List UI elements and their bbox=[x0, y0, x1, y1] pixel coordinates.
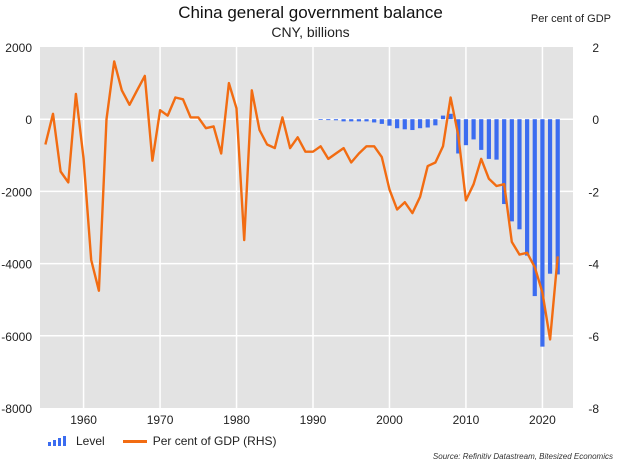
legend-label-level: Level bbox=[76, 434, 105, 448]
bar-level bbox=[387, 119, 392, 126]
bar-level bbox=[486, 119, 491, 159]
bar-level bbox=[417, 119, 423, 129]
bar-level bbox=[517, 119, 522, 230]
left-tick-label: -6000 bbox=[1, 330, 32, 344]
x-tick-label: 1980 bbox=[223, 413, 250, 427]
x-tick-label: 1970 bbox=[147, 413, 174, 427]
bar-level bbox=[402, 119, 407, 130]
bar-level bbox=[379, 119, 384, 124]
bar-level bbox=[341, 119, 346, 122]
bar-level bbox=[372, 119, 377, 123]
bar-level bbox=[463, 119, 469, 146]
source-note: Source: Refinitiv Datastream, Bitesized … bbox=[432, 452, 613, 461]
left-tick-label: -4000 bbox=[1, 258, 32, 272]
right-tick-label: -4 bbox=[588, 258, 599, 272]
line-percent-gdp bbox=[44, 60, 559, 341]
bar-level bbox=[532, 119, 537, 297]
bar-level bbox=[440, 115, 446, 120]
chart-subtitle: CNY, billions bbox=[271, 24, 350, 40]
legend-label-percent-gdp: Per cent of GDP (RHS) bbox=[152, 434, 277, 448]
left-tick-label: -2000 bbox=[1, 185, 32, 199]
bar-level bbox=[555, 119, 560, 275]
bar-level bbox=[509, 119, 514, 222]
legend: Level Per cent of GDP (RHS) bbox=[48, 434, 295, 448]
bar-level bbox=[425, 119, 430, 128]
bar-level bbox=[364, 119, 369, 122]
right-tick-label: 0 bbox=[592, 113, 599, 127]
left-tick-label: -8000 bbox=[1, 402, 32, 416]
x-tick-label: 1990 bbox=[300, 413, 327, 427]
bar-level bbox=[326, 119, 331, 121]
right-tick-label: -8 bbox=[588, 402, 599, 416]
bar-level bbox=[547, 119, 553, 274]
bar-level bbox=[494, 119, 499, 160]
rhs-unit-label: Per cent of GDP bbox=[530, 13, 611, 25]
bar-level bbox=[479, 119, 484, 150]
legend-item-level: Level bbox=[48, 434, 105, 448]
bar-level bbox=[433, 119, 438, 126]
left-tick-label: 0 bbox=[25, 113, 32, 127]
plot-background bbox=[40, 47, 573, 408]
x-tick-label: 2010 bbox=[453, 413, 480, 427]
bar-level bbox=[448, 113, 453, 120]
bar-swatch-icon bbox=[48, 436, 68, 446]
right-tick-label: 2 bbox=[592, 41, 599, 55]
x-tick-label: 2000 bbox=[376, 413, 403, 427]
left-tick-label: 2000 bbox=[5, 41, 32, 55]
right-tick-label: -6 bbox=[588, 330, 599, 344]
legend-item-percent-gdp: Per cent of GDP (RHS) bbox=[122, 434, 277, 448]
bar-level bbox=[318, 119, 323, 120]
x-tick-label: 1960 bbox=[70, 413, 97, 427]
bar-level bbox=[395, 119, 400, 129]
bar-level bbox=[356, 119, 361, 122]
bar-level bbox=[333, 119, 339, 121]
bar-level bbox=[540, 119, 545, 347]
x-tick-label: 2020 bbox=[529, 413, 556, 427]
bar-level bbox=[410, 119, 415, 131]
bar-level bbox=[502, 119, 507, 205]
line-swatch-icon bbox=[122, 439, 147, 443]
right-tick-label: -2 bbox=[588, 185, 599, 199]
bar-level bbox=[471, 119, 476, 140]
chart-title: China general government balance bbox=[178, 3, 443, 22]
bar-level bbox=[349, 119, 354, 122]
bar-level bbox=[525, 119, 530, 256]
